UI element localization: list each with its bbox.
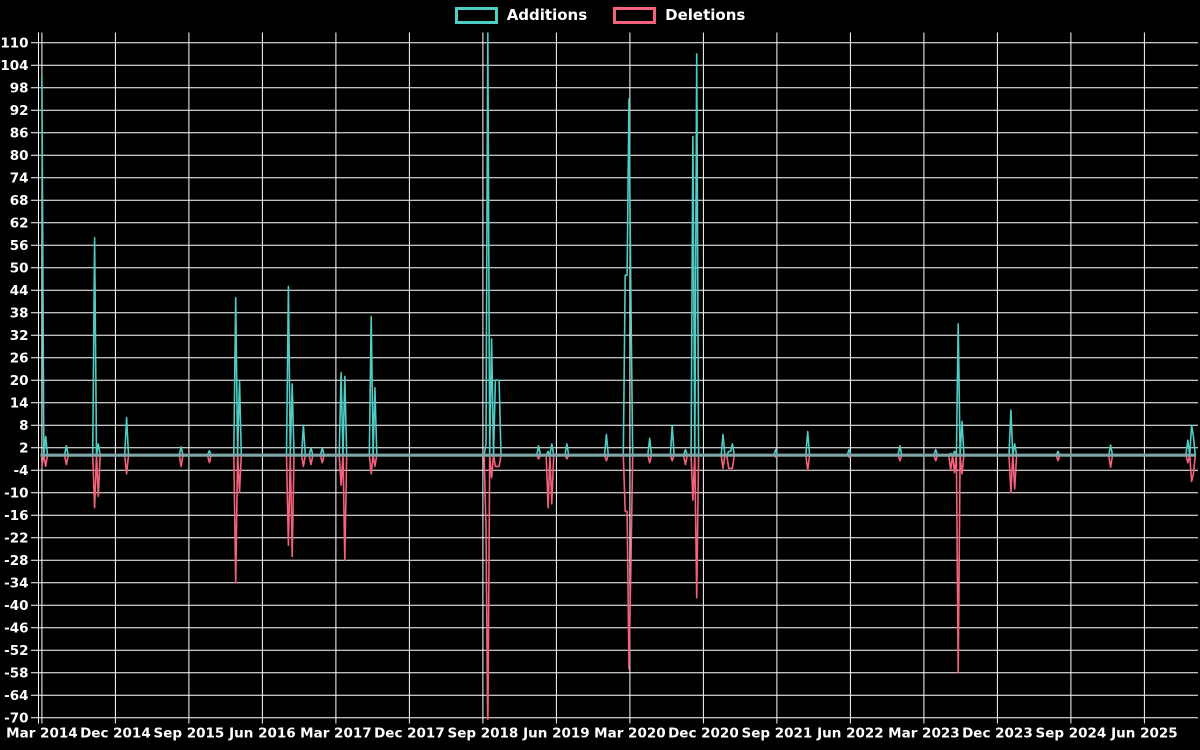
y-tick-label: 86 [10, 125, 29, 141]
y-tick-label: -4 [14, 463, 29, 479]
legend-item-deletions[interactable]: Deletions [613, 6, 745, 24]
x-tick-label: Mar 2014 [6, 726, 77, 742]
series-group [40, 32, 1197, 720]
y-tick-label: 56 [10, 238, 29, 254]
x-tick-label: Sep 2015 [153, 726, 224, 742]
y-tick-label: 80 [10, 148, 29, 164]
y-tick-label: 26 [10, 350, 29, 366]
y-tick-label: 44 [10, 283, 29, 299]
y-tick-label: -34 [4, 575, 28, 591]
x-tick-label: Dec 2014 [80, 726, 151, 742]
x-tick-label: Dec 2023 [962, 726, 1033, 742]
y-tick-label: 8 [19, 418, 28, 434]
x-tick-label: Mar 2020 [594, 726, 665, 742]
y-tick-label: 50 [10, 260, 29, 276]
x-tick-label: Jun 2019 [522, 726, 590, 742]
axis-labels: 110 104 98 92 86 80 74 68 62 56 50 44 38 32 26 20 14 8 2 -4… [0, 35, 1177, 741]
gridlines [31, 32, 1198, 719]
y-tick-label: 2 [19, 440, 28, 456]
additions-series [41, 32, 1197, 457]
x-tick-label: Sep 2018 [447, 726, 518, 742]
y-tick-label: 32 [10, 328, 29, 344]
y-tick-label: -10 [4, 485, 28, 501]
y-tick-label: -40 [4, 598, 28, 614]
x-tick-label: Dec 2017 [374, 726, 445, 742]
y-tick-label: 38 [10, 305, 29, 321]
y-tick-label: 14 [10, 395, 29, 411]
deletions-series [41, 454, 1197, 720]
deletions-swatch-icon [613, 6, 657, 24]
legend-item-additions[interactable]: Additions [454, 6, 588, 24]
x-tick-label: Mar 2023 [888, 726, 959, 742]
y-tick-label: 104 [0, 58, 28, 74]
x-tick-label: Jun 2022 [816, 726, 884, 742]
deletions-label: Deletions [665, 6, 746, 24]
y-tick-label: -22 [4, 530, 28, 546]
y-tick-label: 74 [10, 170, 29, 186]
x-tick-label: Sep 2021 [741, 726, 812, 742]
x-tick-label: Jun 2016 [228, 726, 296, 742]
additions-label: Additions [506, 6, 588, 24]
legend: Additions Deletions [0, 6, 1200, 24]
axes [38, 32, 1145, 724]
x-tick-label: Sep 2024 [1035, 726, 1106, 742]
y-tick-label: -70 [4, 710, 28, 726]
y-tick-label: 98 [10, 80, 29, 96]
additions-swatch-icon [454, 6, 498, 24]
y-tick-label: 20 [10, 373, 29, 389]
y-tick-label: 110 [0, 35, 28, 51]
x-tick-label: Jun 2025 [1110, 726, 1178, 742]
y-tick-label: 62 [10, 215, 29, 231]
x-tick-label: Mar 2017 [300, 726, 371, 742]
y-tick-label: -52 [4, 643, 28, 659]
y-tick-label: -16 [4, 508, 28, 524]
y-tick-label: 68 [10, 193, 29, 209]
y-tick-label: 92 [10, 103, 29, 119]
x-tick-label: Dec 2020 [668, 726, 739, 742]
y-tick-label: -28 [4, 553, 28, 569]
y-tick-label: -64 [4, 688, 28, 704]
y-tick-label: -46 [4, 620, 28, 636]
y-tick-label: -58 [4, 665, 28, 681]
